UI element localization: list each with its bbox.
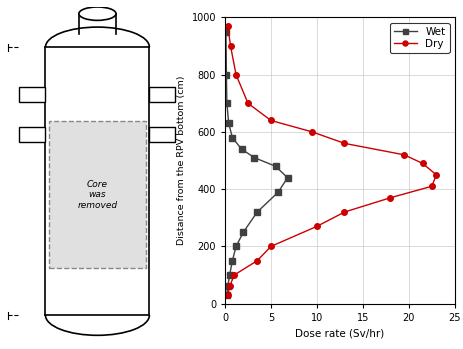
Bar <box>149 127 175 142</box>
Wet <box>229 259 235 263</box>
Wet <box>233 244 238 248</box>
Wet <box>284 176 290 180</box>
Wet <box>223 73 229 77</box>
Wet <box>225 284 230 289</box>
Dry <box>227 44 233 48</box>
Wet <box>254 210 259 214</box>
Bar <box>49 121 145 268</box>
Wet <box>223 30 228 34</box>
Text: Core
was
removed: Core was removed <box>77 180 117 209</box>
Wet <box>229 135 235 140</box>
Wet <box>238 147 244 151</box>
Dry <box>428 184 434 188</box>
Y-axis label: Distance from the RPV bottom (cm): Distance from the RPV bottom (cm) <box>176 76 186 245</box>
Wet <box>224 101 229 105</box>
Ellipse shape <box>79 7 116 20</box>
Dry <box>254 259 259 263</box>
Dry <box>231 273 237 277</box>
Dry <box>309 130 314 134</box>
Dry <box>226 284 232 289</box>
Dry <box>225 24 230 28</box>
Dry <box>268 118 273 122</box>
Bar <box>19 127 45 142</box>
X-axis label: Dose rate (Sv/hr): Dose rate (Sv/hr) <box>294 328 384 338</box>
Line: Dry: Dry <box>225 23 438 298</box>
Wet <box>226 273 232 277</box>
Legend: Wet, Dry: Wet, Dry <box>389 23 449 53</box>
Dry <box>400 153 406 157</box>
Wet <box>240 230 246 234</box>
Bar <box>149 87 175 102</box>
Bar <box>19 87 45 102</box>
Dry <box>244 101 250 105</box>
Wet <box>272 164 278 168</box>
Dry <box>268 244 273 248</box>
Dry <box>432 173 438 177</box>
Dry <box>313 224 319 229</box>
Wet <box>251 156 257 160</box>
Dry <box>233 73 238 77</box>
Wet <box>224 293 229 297</box>
Dry <box>341 141 346 146</box>
Wet <box>225 121 231 125</box>
Dry <box>341 210 346 214</box>
Dry <box>387 196 392 200</box>
Wet <box>275 190 281 194</box>
Line: Wet: Wet <box>223 29 290 298</box>
Dry <box>419 161 425 165</box>
Dry <box>225 293 230 297</box>
